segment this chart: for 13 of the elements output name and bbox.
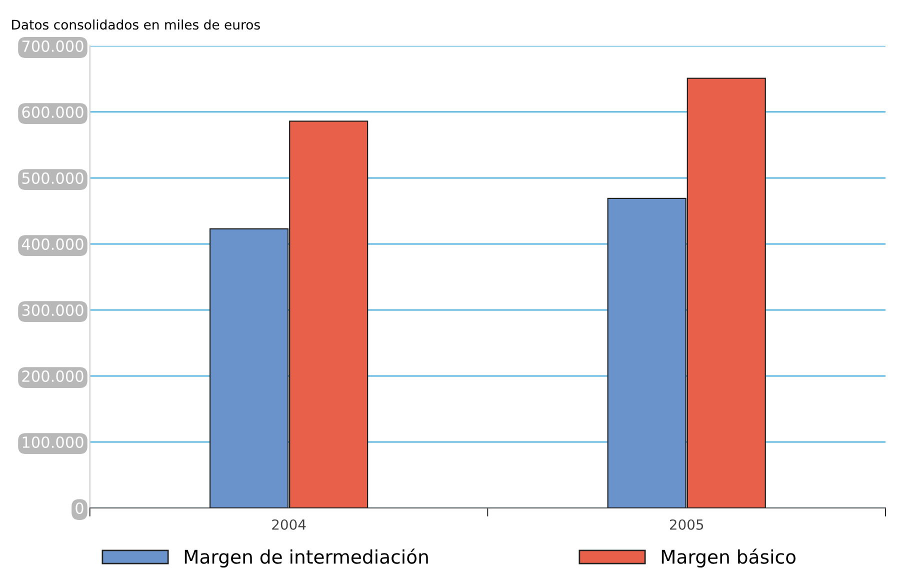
x-tick-label: 2004	[272, 519, 306, 530]
y-tick-label: 100.000	[22, 436, 84, 448]
legend-label: Margen de intermediación	[184, 548, 428, 568]
y-tick-label: 0	[76, 502, 84, 514]
y-tick-label: 500.000	[22, 172, 84, 184]
chart-title: Datos consolidados en miles de euros	[12, 19, 260, 30]
legend-label: Margen básico	[662, 548, 796, 568]
y-tick-label: 300.000	[22, 304, 84, 316]
y-tick-label: 600.000	[22, 106, 84, 118]
y-tick-label: 400.000	[22, 238, 84, 250]
y-tick-label: 200.000	[22, 370, 84, 382]
y-tick-label: 700.000	[22, 40, 84, 52]
x-tick-label: 2005	[670, 519, 704, 530]
